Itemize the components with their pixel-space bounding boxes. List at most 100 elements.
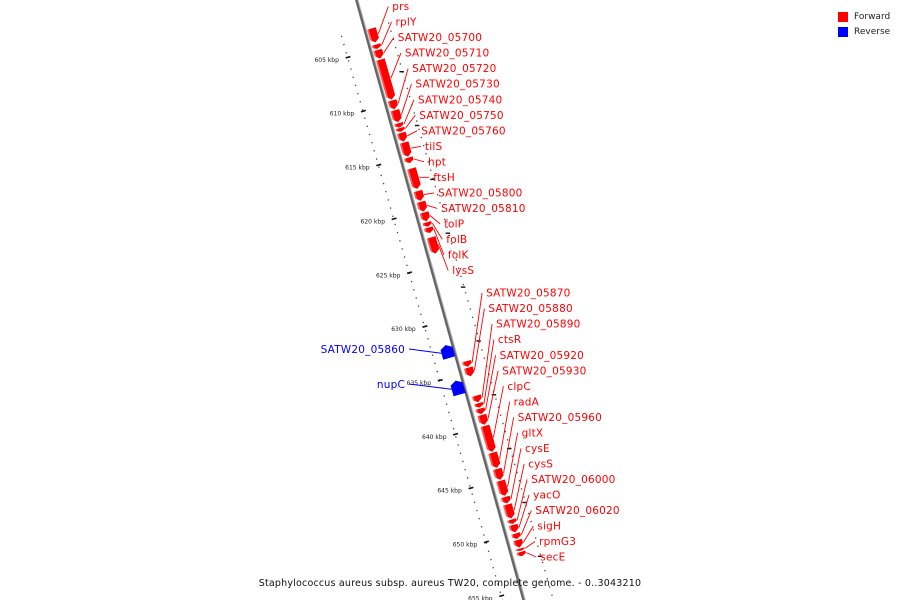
gene-label: rplY	[396, 17, 417, 29]
forward-gene-shine	[462, 362, 466, 368]
forward-gene	[503, 503, 515, 520]
leader-line	[516, 479, 528, 521]
forward-gene	[472, 394, 482, 404]
forward-gene-arrow	[513, 538, 523, 548]
forward-gene	[462, 360, 472, 368]
forward-gene-arrow	[475, 407, 486, 414]
forward-gene	[390, 109, 402, 124]
forward-gene-arrow	[516, 550, 526, 557]
forward-gene	[419, 211, 430, 223]
gene-label: folP	[444, 219, 464, 231]
forward-gene-arrow	[373, 48, 384, 59]
tick-640: 640 kbp	[422, 432, 512, 450]
forward-gene-arrow	[464, 366, 475, 377]
tick-label: 605 kbp	[314, 57, 339, 64]
tick-650: 650 kbp	[453, 540, 543, 557]
leader-line	[381, 21, 392, 46]
forward-gene-shine	[474, 404, 477, 409]
forward-gene	[394, 122, 404, 129]
forward-gene	[416, 200, 428, 213]
legend-swatch-forward	[838, 11, 848, 22]
forward-gene	[477, 413, 488, 426]
tick-625: 625 kbp	[376, 271, 466, 288]
forward-gene	[404, 156, 414, 165]
tick-label: 650 kbp	[453, 542, 478, 549]
forward-gene	[395, 126, 405, 133]
leader-line	[408, 383, 452, 390]
forward-gene-shine	[472, 396, 476, 404]
gene-label: SATW20_05860	[321, 344, 405, 356]
forward-gene	[511, 532, 521, 541]
gene-labels: prs rplY SATW20_05700 SATW20_05710 SATW20_05…	[321, 1, 620, 564]
legend-item-forward: Forward	[838, 9, 890, 24]
forward-gene	[422, 221, 432, 228]
forward-gene	[367, 27, 379, 44]
forward-gene-arrow	[508, 523, 519, 533]
gene-label: SATW20_05720	[412, 63, 496, 75]
forward-gene-arrow	[397, 131, 408, 142]
forward-gene-shine	[390, 111, 396, 124]
forward-gene-shine	[475, 409, 479, 416]
gene-label: SATW20_05870	[486, 288, 570, 300]
forward-gene-shine	[426, 238, 434, 255]
gene-label: hpt	[428, 156, 446, 168]
tick-label: 640 kbp	[422, 434, 447, 441]
forward-gene-shine	[395, 128, 399, 133]
map-caption: Staphylococcus aureus subsp. aureus TW20…	[258, 578, 642, 589]
leader-line	[404, 114, 416, 129]
leader-line	[520, 510, 532, 535]
forward-gene-arrow	[492, 467, 504, 480]
tick-655: 655 kbp	[468, 594, 505, 600]
gene-label: SATW20_05800	[438, 188, 522, 200]
gene-label: rpmG3	[539, 536, 576, 548]
leader-line	[524, 541, 536, 549]
gene-label: cysE	[525, 443, 550, 455]
forward-gene-shine	[387, 101, 392, 111]
forward-gene	[508, 523, 519, 534]
forward-gene-shine	[413, 191, 418, 202]
tick-mark	[452, 432, 459, 436]
tick-mark	[437, 378, 443, 382]
forward-gene-shine	[404, 158, 408, 165]
leader-line	[407, 130, 418, 137]
leader-line	[518, 494, 530, 528]
tick-mark	[360, 109, 367, 113]
forward-gene	[500, 495, 511, 505]
tick-label: 645 kbp	[437, 488, 462, 495]
forward-gene-shine	[399, 143, 406, 158]
leader-line	[499, 401, 511, 459]
forward-gene	[426, 236, 440, 255]
leader-line	[513, 463, 525, 511]
forward-gene	[399, 141, 412, 158]
gene-label: SATW20_06000	[531, 474, 615, 486]
gene-label: SATW20_05710	[405, 48, 489, 60]
forward-gene-arrow	[422, 221, 432, 227]
forward-gene	[397, 131, 408, 143]
forward-gene-shine	[367, 29, 373, 44]
forward-gene	[387, 99, 398, 111]
tick-label: 610 kbp	[330, 111, 355, 118]
forward-gene	[516, 550, 526, 558]
forward-gene	[496, 479, 509, 498]
forward-gene-arrow	[472, 394, 482, 403]
legend: Forward Reverse	[838, 9, 890, 39]
leader-line	[526, 552, 537, 558]
forward-gene	[474, 402, 484, 409]
gene-label: secE	[540, 552, 565, 564]
label-leader-lines	[377, 6, 537, 558]
forward-gene-shine	[503, 505, 509, 520]
forward-gene-arrow	[474, 402, 484, 408]
forward-gene-arrow	[387, 99, 398, 110]
forward-gene-shine	[477, 415, 482, 426]
forward-gene-arrow	[407, 167, 421, 189]
gene-label: SATW20_05880	[488, 303, 572, 315]
forward-gene-shine	[407, 169, 415, 191]
reverse-gene-arrow	[450, 380, 466, 397]
forward-gene-arrow	[416, 200, 428, 212]
leader-line	[413, 158, 425, 163]
tick-mark	[499, 594, 505, 598]
tick-635: 635 kbp	[407, 378, 497, 396]
gene-label: SATW20_05890	[496, 319, 580, 331]
forward-gene-shine	[488, 453, 495, 470]
